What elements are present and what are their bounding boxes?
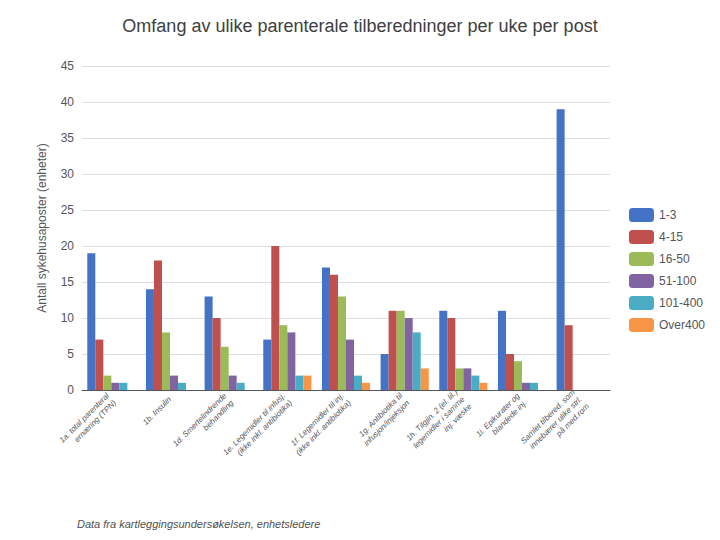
svg-text:inj. væske: inj. væske — [442, 402, 474, 434]
svg-text:15: 15 — [61, 275, 75, 289]
svg-text:1h. Tilgjin. 2 (el. lil.): 1h. Tilgjin. 2 (el. lil.) — [404, 387, 460, 443]
svg-text:5: 5 — [67, 347, 74, 361]
svg-text:1i. Epikurater og: 1i. Epikurater og — [474, 391, 522, 439]
svg-text:1-3: 1-3 — [659, 208, 677, 222]
svg-text:behandling: behandling — [201, 398, 235, 432]
svg-text:(ikke inkl. antibiotika): (ikke inkl. antibiotika) — [294, 398, 353, 457]
svg-text:16-50: 16-50 — [659, 252, 690, 266]
svg-text:1g. Antibiotika til: 1g. Antibiotika til — [357, 391, 405, 439]
svg-text:infusjon/injeksjon: infusjon/injeksjon — [362, 398, 412, 448]
svg-text:4-15: 4-15 — [659, 230, 683, 244]
svg-text:på med.rom: på med.rom — [554, 402, 591, 439]
svg-text:35: 35 — [61, 131, 75, 145]
svg-text:blandede inj.: blandede inj. — [490, 398, 528, 436]
svg-text:1b. Insulin: 1b. Insulin — [141, 394, 173, 426]
svg-text:30: 30 — [61, 167, 75, 181]
svg-text:45: 45 — [61, 59, 75, 73]
svg-text:1d. Smertelindrende: 1d. Smertelindrende — [171, 391, 229, 449]
svg-text:25: 25 — [61, 203, 75, 217]
svg-text:Samlet tilbered. som: Samlet tilbered. som — [519, 387, 577, 446]
svg-text:(ikke inkl. antibiotika): (ikke inkl. antibiotika) — [235, 398, 294, 457]
svg-text:10: 10 — [61, 311, 75, 325]
svg-text:51-100: 51-100 — [659, 274, 697, 288]
svg-text:innebærer ulike strl.: innebærer ulike strl. — [527, 394, 584, 451]
svg-text:0: 0 — [67, 383, 74, 397]
svg-text:40: 40 — [61, 95, 75, 109]
svg-text:101-400: 101-400 — [659, 296, 703, 310]
svg-text:1a. total parenteral: 1a. total parenteral — [57, 391, 111, 445]
svg-text:ernæring (TPN): ernæring (TPN) — [72, 398, 118, 444]
svg-text:legemidler i samme: legemidler i samme — [411, 394, 467, 451]
svg-text:Data fra kartleggingsundersøke: Data fra kartleggingsundersøkelsen, enhe… — [77, 518, 320, 530]
svg-text:1e. Legemidler til infusj.: 1e. Legemidler til infusj. — [221, 391, 287, 457]
svg-text:20: 20 — [61, 239, 75, 253]
svg-text:1f. Legemidler til inj.: 1f. Legemidler til inj. — [289, 391, 346, 448]
svg-text:Omfang av ulike parenterale ti: Omfang av ulike parenterale tilberedning… — [122, 16, 597, 36]
svg-text:Over400: Over400 — [659, 318, 705, 332]
svg-text:Antall sykehusaposter (enheter: Antall sykehusaposter (enheter) — [35, 143, 49, 312]
